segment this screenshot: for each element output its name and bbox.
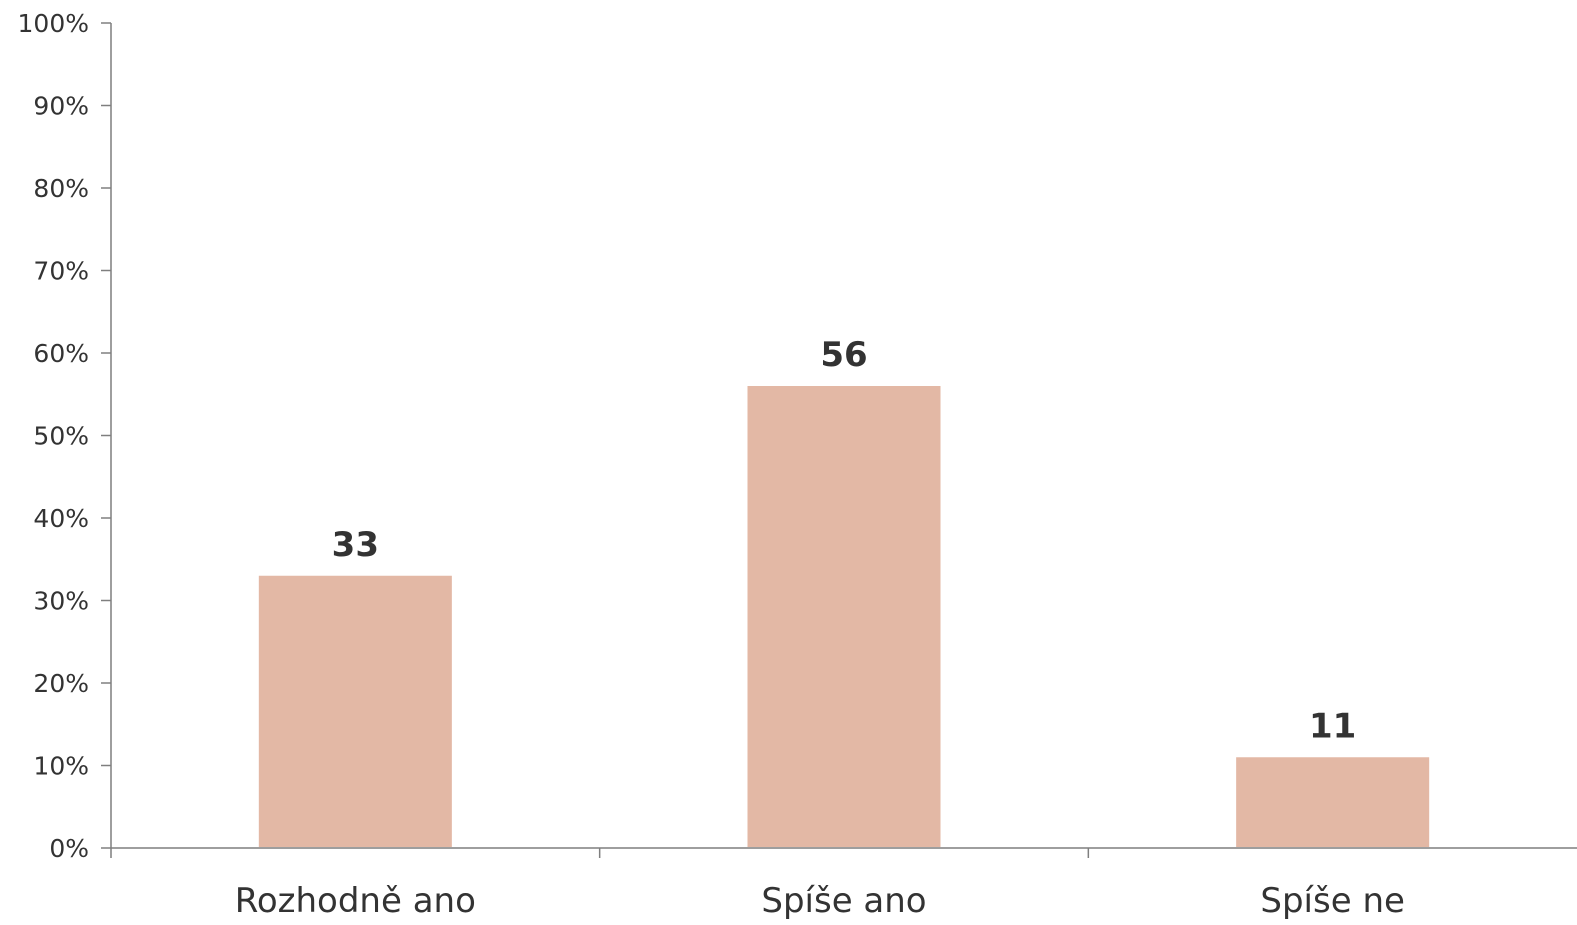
y-tick-label: 100%: [18, 9, 89, 38]
y-tick-label: 90%: [33, 92, 89, 121]
x-axis: Rozhodně ano Spíše ano Spíše ne: [111, 847, 1577, 921]
y-tick-label: 50%: [33, 422, 89, 451]
category-label-2: Spíše ano: [761, 881, 926, 921]
category-label-1: Rozhodně ano: [235, 881, 476, 921]
bar-3: [1236, 757, 1430, 847]
bar-2: [747, 386, 941, 847]
y-tick-label: 0%: [49, 834, 89, 863]
y-tick-label: 30%: [33, 587, 89, 616]
bar-1: [258, 575, 452, 847]
category-label-3: Spíše ne: [1260, 881, 1405, 921]
bars: [258, 386, 1430, 847]
data-label-2: 56: [820, 335, 867, 375]
data-label-3: 11: [1309, 706, 1356, 746]
y-tick-label: 40%: [33, 504, 89, 533]
y-tick-label: 60%: [33, 339, 89, 368]
y-tick-label: 70%: [33, 257, 89, 286]
y-axis: 0% 10% 20% 30% 40% 50% 60% 70% 80% 90% 100%: [18, 9, 112, 863]
data-labels: 33 56 11: [332, 335, 1357, 746]
y-tick-label: 80%: [33, 174, 89, 203]
y-tick-label: 10%: [33, 752, 89, 781]
data-label-1: 33: [332, 525, 379, 565]
y-tick-label: 20%: [33, 669, 89, 698]
